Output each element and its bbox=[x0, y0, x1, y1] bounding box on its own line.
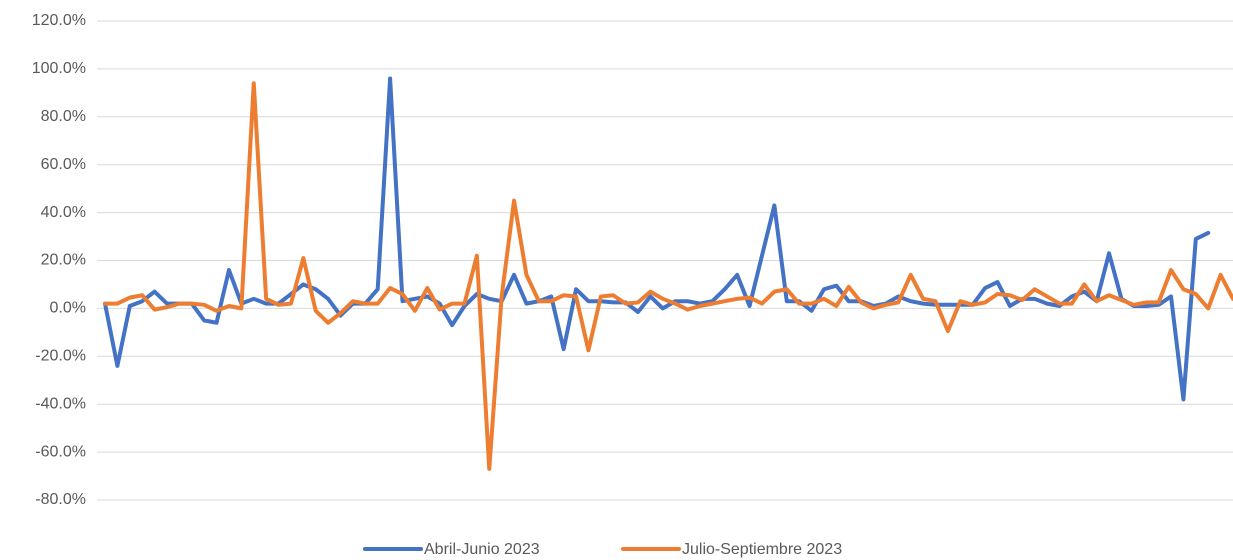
legend-label: Julio-Septiembre 2023 bbox=[682, 541, 842, 558]
series-line bbox=[103, 81, 1233, 471]
y-tick-label: -80.0% bbox=[35, 491, 86, 508]
y-tick-label: 80.0% bbox=[41, 108, 86, 125]
y-tick-label: -20.0% bbox=[35, 348, 86, 365]
y-tick-label: 60.0% bbox=[41, 156, 86, 173]
y-tick-label: -60.0% bbox=[35, 443, 86, 460]
y-tick-label: 0.0% bbox=[50, 300, 86, 317]
y-tick-label: 120.0% bbox=[32, 12, 86, 29]
y-tick-label: 20.0% bbox=[41, 252, 86, 269]
series-line bbox=[103, 76, 1211, 402]
y-tick-label: -40.0% bbox=[35, 395, 86, 412]
legend-label: Abril-Junio 2023 bbox=[424, 541, 540, 558]
y-tick-label: 40.0% bbox=[41, 204, 86, 221]
y-tick-label: 100.0% bbox=[32, 60, 86, 77]
